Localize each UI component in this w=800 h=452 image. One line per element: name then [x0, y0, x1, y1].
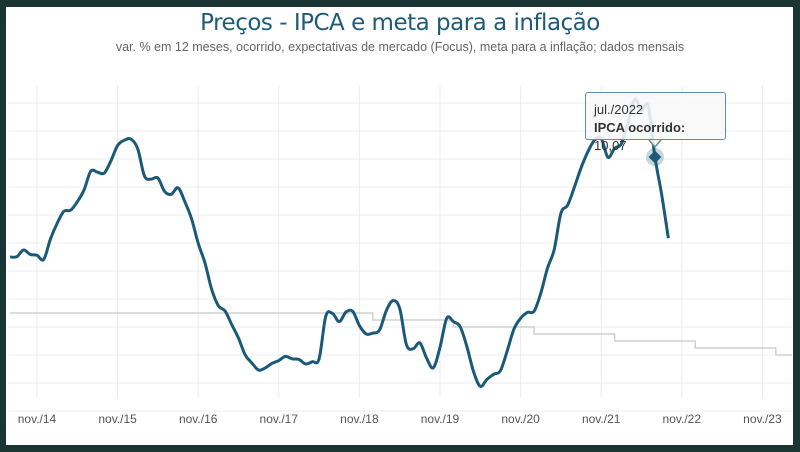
meta-line	[10, 312, 792, 356]
x-tick-label: nov./14	[18, 412, 57, 426]
tooltip-value: 10,07	[594, 138, 627, 153]
chart-frame	[6, 7, 793, 445]
tooltip: jul./2022 IPCA ocorrido: 10,07	[585, 92, 726, 153]
tooltip-date: jul./2022	[594, 102, 644, 117]
x-tick-label: nov./16	[179, 412, 218, 426]
chart-title: Preços - IPCA e meta para a inflação	[200, 10, 600, 36]
ipca-line	[10, 97, 670, 388]
x-tick-label: nov./19	[421, 412, 460, 426]
x-tick-label: nov./18	[340, 412, 379, 426]
x-tick-label: nov./21	[582, 412, 621, 426]
x-tick-label: nov./15	[98, 412, 137, 426]
x-tick-label: nov./23	[743, 412, 782, 426]
tooltip-label: IPCA ocorrido:	[594, 120, 686, 135]
tooltip-pointer	[648, 139, 662, 149]
chart-subtitle: var. % em 12 meses, ocorrido, expectativ…	[115, 40, 685, 54]
x-tick-label: nov./20	[501, 412, 540, 426]
x-tick-label: nov./22	[663, 412, 702, 426]
x-tick-label: nov./17	[260, 412, 299, 426]
